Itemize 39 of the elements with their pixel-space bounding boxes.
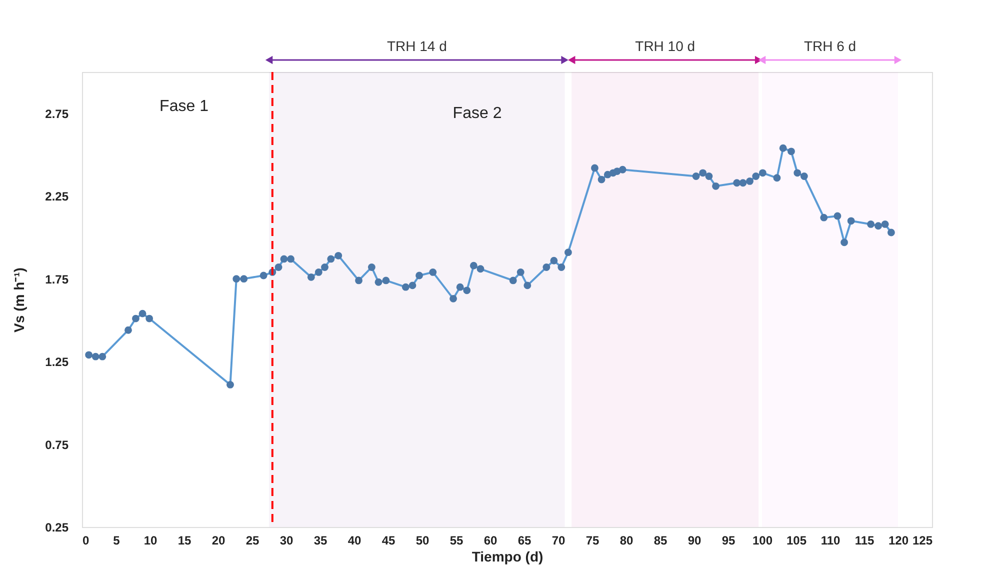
y-tick-label: 0.25 [45, 520, 69, 534]
x-tick-label: 35 [314, 534, 328, 548]
x-tick-label: 120 [888, 534, 909, 548]
x-tick-label: 85 [654, 534, 668, 548]
x-axis-title: Tiempo (d) [472, 548, 544, 564]
x-tick-label: 100 [752, 534, 773, 548]
x-tick-label: 55 [450, 534, 464, 548]
y-tick-label: 2.25 [45, 190, 69, 204]
band-label: TRH 14 d [386, 38, 447, 54]
annotation: Fase 1 [160, 98, 209, 116]
x-tick-label: 50 [416, 534, 430, 548]
x-tick-label: 10 [144, 534, 158, 548]
y-tick-label: 1.25 [45, 355, 69, 370]
x-tick-label: 110 [820, 534, 841, 548]
x-tick-label: 95 [722, 534, 736, 548]
y-tick-label: 0.75 [45, 438, 69, 452]
band-label: TRH 10 d [635, 38, 696, 54]
y-axis-title: Vs (m h⁻¹) [11, 268, 28, 332]
x-tick-label: 65 [518, 534, 532, 548]
x-tick-label: 90 [688, 534, 702, 548]
y-tick-label: 1.75 [45, 272, 69, 286]
x-tick-label: 60 [484, 534, 498, 548]
x-tick-label: 70 [552, 534, 566, 548]
band-label: TRH 6 d [804, 38, 856, 54]
x-tick-label: 105 [786, 534, 807, 548]
x-tick-label: 25 [246, 534, 260, 548]
x-tick-label: 115 [854, 534, 875, 548]
x-tick-label: 80 [620, 534, 634, 548]
x-tick-label: 15 [178, 534, 192, 548]
x-tick-label: 125 [912, 534, 933, 548]
x-tick-label: 75 [586, 534, 600, 548]
x-tick-label: 20 [212, 534, 226, 548]
x-tick-label: 45 [382, 534, 396, 548]
x-tick-label: 40 [348, 534, 362, 548]
y-tick-label: 2.75 [45, 106, 69, 121]
x-tick-label: 5 [113, 534, 120, 548]
x-tick-label: 0 [82, 534, 90, 548]
x-tick-label: 30 [280, 534, 294, 548]
annotation: Fase 2 [452, 104, 502, 122]
